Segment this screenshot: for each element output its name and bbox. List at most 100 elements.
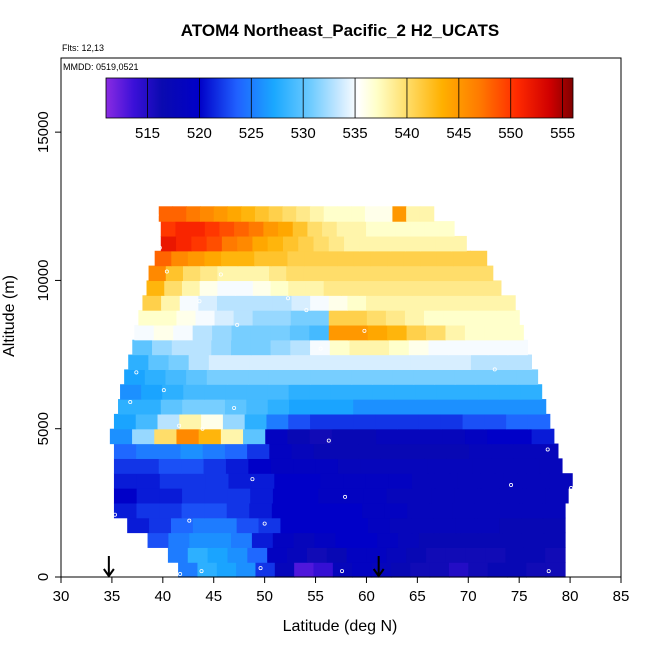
heatmap-cell xyxy=(497,502,521,519)
heatmap-cell xyxy=(192,517,216,534)
heatmap-cell xyxy=(372,265,391,282)
sample-point xyxy=(318,346,323,351)
heatmap-cell xyxy=(141,384,163,400)
heatmap-cell xyxy=(289,399,312,415)
colorbar-tick-label: 515 xyxy=(135,125,160,142)
arrow-marker xyxy=(372,556,385,578)
heatmap-cell xyxy=(433,517,457,534)
heatmap-cell xyxy=(387,250,405,267)
heatmap-cell xyxy=(182,265,201,282)
heatmap-cell xyxy=(404,310,425,326)
heatmap-cell xyxy=(326,547,348,563)
heatmap-cell xyxy=(225,384,248,400)
heatmap-cell xyxy=(149,517,172,534)
heatmap-cell xyxy=(353,399,376,415)
heatmap-cell xyxy=(487,339,509,356)
heatmap-cell xyxy=(378,206,394,222)
heatmap-cell xyxy=(474,502,498,519)
colorbar xyxy=(106,78,573,118)
heatmap-cell xyxy=(298,235,315,252)
sample-point xyxy=(154,213,159,218)
heatmap-cell xyxy=(337,458,361,474)
sample-point xyxy=(187,518,192,523)
heatmap-cell xyxy=(157,413,180,430)
heatmap-cell xyxy=(225,458,249,474)
heatmap-cell xyxy=(270,280,289,296)
heatmap-cell xyxy=(274,473,298,489)
colorbar-tick-label: 545 xyxy=(446,125,471,142)
heatmap-cell xyxy=(212,324,233,341)
heatmap-cell xyxy=(109,428,133,445)
heatmap-cell xyxy=(200,265,218,282)
heatmap-cell xyxy=(410,562,431,578)
heatmap-cell xyxy=(380,221,396,237)
heatmap-cell xyxy=(268,369,291,385)
heatmap-cell xyxy=(398,532,420,548)
heatmap-cell xyxy=(405,458,429,474)
heatmap-cell xyxy=(503,473,527,489)
heatmap-cell xyxy=(406,265,425,282)
heatmap-cell xyxy=(144,369,167,385)
heatmap-cell xyxy=(291,295,311,311)
heatmap-cell xyxy=(477,295,498,311)
heatmap-cell xyxy=(217,280,236,296)
heatmap-cell xyxy=(372,384,395,400)
heatmap-cell xyxy=(263,221,279,237)
heatmap-cell xyxy=(287,547,308,563)
heatmap-cell xyxy=(293,532,316,548)
heatmap-cell xyxy=(531,428,555,445)
heatmap-cell xyxy=(388,473,413,489)
x-tick-label: 85 xyxy=(613,588,630,605)
heatmap-cell xyxy=(186,206,201,222)
heatmap-cell xyxy=(267,384,290,400)
heatmap-cell xyxy=(246,399,269,415)
heatmap-cell xyxy=(309,206,325,222)
heatmap-cell xyxy=(407,502,431,519)
heatmap-cell xyxy=(269,354,291,370)
heatmap-cell xyxy=(227,547,248,563)
heatmap-cell xyxy=(420,235,437,252)
heatmap-cell xyxy=(159,473,184,489)
heatmap-cell xyxy=(424,221,440,237)
heatmap-cell xyxy=(366,547,387,563)
heatmap-cell xyxy=(172,206,187,222)
heatmap-cell xyxy=(170,517,194,534)
heatmap-cell xyxy=(460,532,483,548)
heatmap-cell xyxy=(330,384,353,400)
x-tick-label: 70 xyxy=(460,588,477,605)
heatmap-cell xyxy=(154,250,172,267)
heatmap-cell xyxy=(496,369,518,385)
heatmap-cell xyxy=(441,265,459,282)
heatmap-cell xyxy=(543,517,566,534)
heatmap-cell xyxy=(328,295,349,311)
heatmap-cell xyxy=(439,532,462,548)
heatmap-cell xyxy=(351,384,374,400)
heatmap-cell xyxy=(135,413,159,430)
heatmap-cell xyxy=(454,369,477,385)
heatmap-cell xyxy=(412,280,431,296)
heatmap-cell xyxy=(309,354,331,370)
heatmap-cell xyxy=(409,488,433,504)
sample-point xyxy=(197,299,202,304)
x-tick-label: 60 xyxy=(358,588,375,605)
heatmap-cell xyxy=(139,399,162,415)
heatmap-cell xyxy=(310,399,333,415)
heatmap-cell xyxy=(204,502,228,519)
heatmap-cell xyxy=(158,458,182,474)
x-tick-label: 65 xyxy=(409,588,426,605)
heatmap-cell xyxy=(439,221,455,237)
heatmap-cell xyxy=(405,235,422,252)
sample-point xyxy=(112,512,117,517)
heatmap-cell xyxy=(265,428,289,445)
heatmap-cell xyxy=(128,354,149,370)
heatmap-cell xyxy=(318,488,342,504)
heatmap-cell xyxy=(251,532,274,548)
heatmap-cell xyxy=(418,532,441,548)
heatmap-cell xyxy=(286,265,305,282)
heatmap-cell xyxy=(331,428,355,445)
heatmap-cell xyxy=(132,339,153,356)
heatmap-cell xyxy=(310,369,332,385)
heatmap-cell xyxy=(468,562,489,578)
heatmap-cell xyxy=(220,428,244,445)
heatmap-cell xyxy=(254,250,272,267)
